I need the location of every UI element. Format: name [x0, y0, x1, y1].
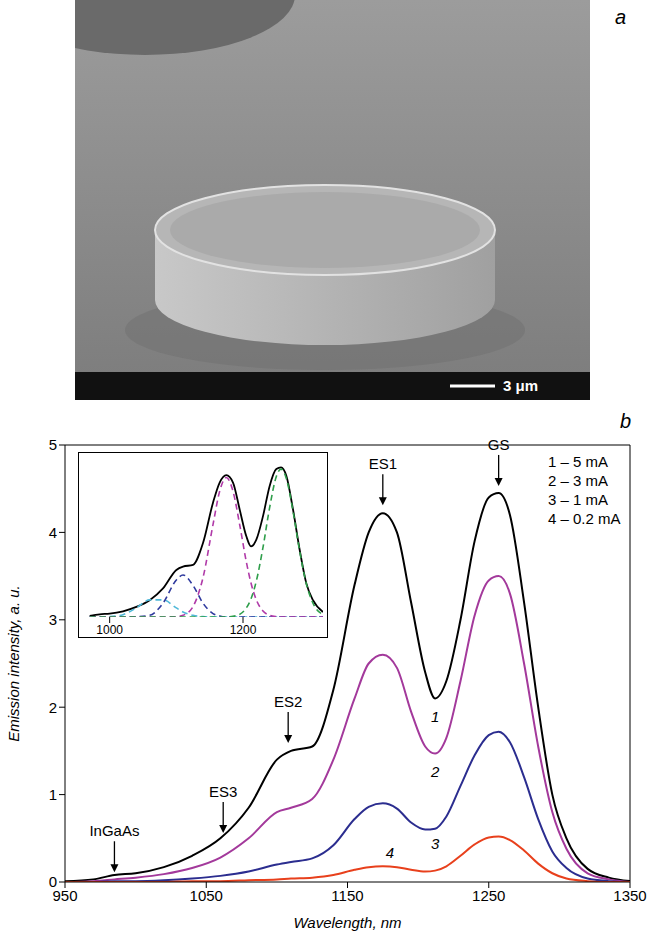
svg-text:1: 1 [49, 786, 57, 803]
svg-text:5: 5 [49, 436, 57, 453]
svg-text:1250: 1250 [472, 887, 505, 904]
svg-text:4: 4 [386, 844, 394, 861]
svg-text:4: 4 [49, 524, 57, 541]
svg-text:InGaAs: InGaAs [89, 822, 139, 839]
html-text:b: b [620, 410, 632, 432]
svg-text:1050: 1050 [190, 887, 223, 904]
svg-text:ES1: ES1 [369, 455, 397, 472]
html-text:2 – 3 mA: 2 – 3 mA [548, 472, 608, 489]
svg-text:0: 0 [49, 873, 57, 890]
svg-text:1: 1 [431, 708, 439, 725]
svg-text:1200: 1200 [230, 623, 257, 637]
html-text:a: a [615, 6, 627, 28]
svg-text:950: 950 [52, 886, 78, 904]
svg-text:3: 3 [431, 835, 440, 852]
svg-text:1150: 1150 [331, 887, 363, 904]
svg-text:Emission intensity, a. u.: Emission intensity, a. u. [5, 585, 22, 741]
svg-text:ES2: ES2 [274, 693, 302, 710]
svg-text:GS: GS [488, 436, 510, 453]
svg-text:1350: 1350 [613, 887, 646, 904]
html-text:4 – 0.2 mA: 4 – 0.2 mA [548, 510, 621, 527]
svg-text:3 μm: 3 μm [503, 377, 538, 394]
svg-text:2: 2 [49, 699, 57, 716]
svg-text:ES3: ES3 [209, 783, 237, 800]
svg-text:1000: 1000 [96, 623, 123, 637]
svg-text:3: 3 [49, 611, 57, 628]
svg-text:2: 2 [430, 763, 440, 780]
html-text:1 – 5 mA: 1 – 5 mA [548, 453, 608, 470]
svg-text:Wavelength, nm: Wavelength, nm [293, 914, 401, 931]
html-text:3 – 1 mA: 3 – 1 mA [548, 491, 608, 508]
